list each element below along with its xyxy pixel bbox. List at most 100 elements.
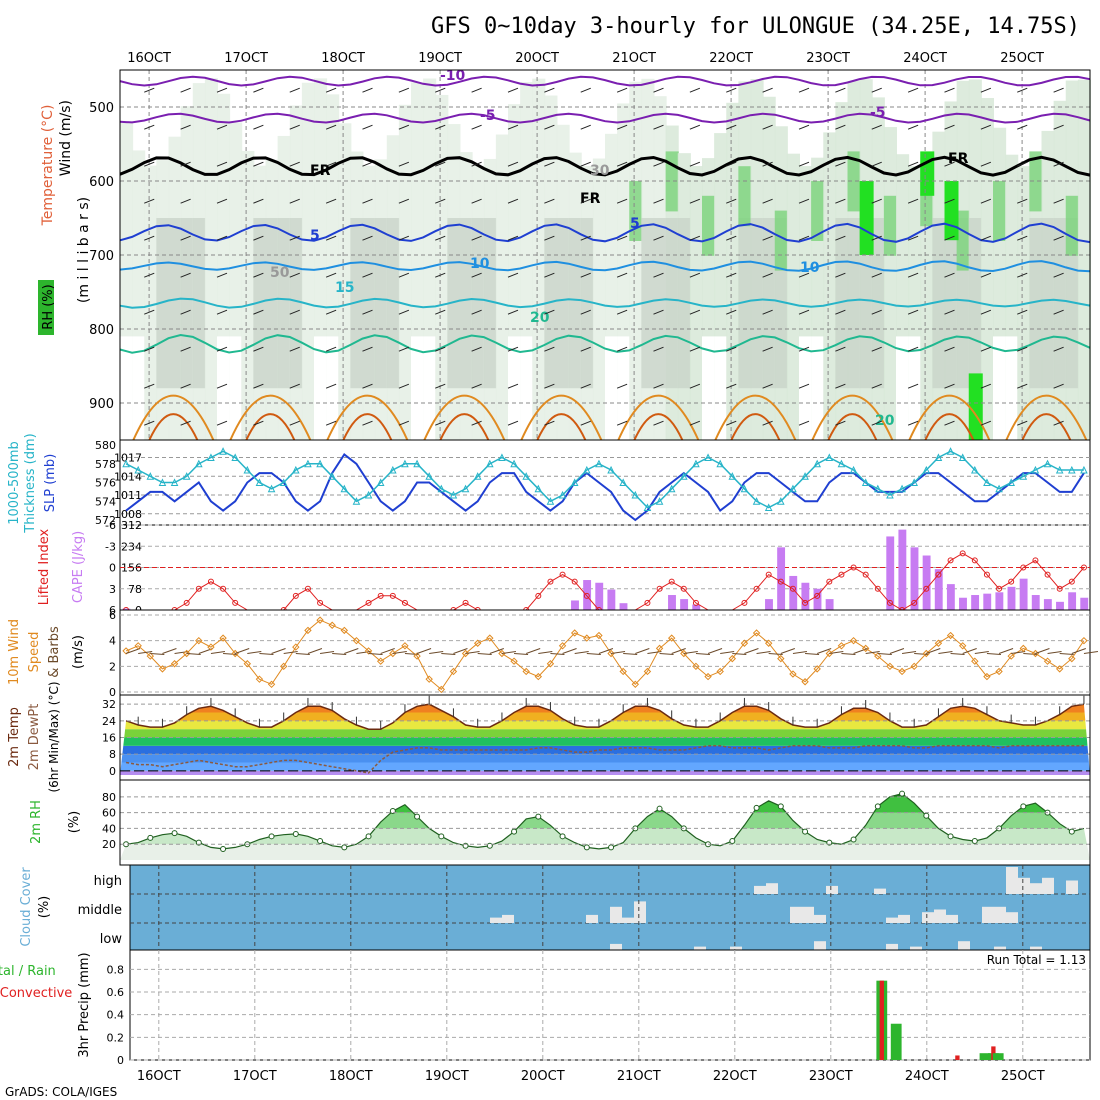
wind-marker xyxy=(352,636,361,645)
cape-bar xyxy=(1068,592,1077,610)
wind-barb xyxy=(653,161,664,167)
rh-marker xyxy=(268,833,275,840)
wind-marker xyxy=(255,675,264,683)
li-marker xyxy=(814,592,821,599)
wind-barb xyxy=(1047,651,1062,654)
warm-contour xyxy=(633,413,684,441)
wind-barb xyxy=(871,383,882,389)
slp-marker xyxy=(486,459,494,468)
wind-barb xyxy=(726,87,737,93)
li-marker xyxy=(850,564,857,571)
rh-shade xyxy=(144,165,158,441)
slp-marker xyxy=(716,459,724,468)
dry-column xyxy=(908,336,922,440)
slp-marker xyxy=(267,484,276,493)
rh-marker xyxy=(220,845,227,852)
dry-column xyxy=(520,336,534,440)
cape-bar xyxy=(983,593,992,610)
wind-marker xyxy=(971,657,979,665)
wind-barb xyxy=(216,161,228,167)
y-label-cloud: Cloud Cover xyxy=(19,867,34,947)
slp-tick: 1017 xyxy=(114,452,142,465)
rh-shade xyxy=(1029,151,1043,212)
li-marker xyxy=(220,585,227,592)
cloud-box xyxy=(898,914,910,923)
cloud-box xyxy=(802,906,814,923)
cape-bar xyxy=(765,599,773,610)
y-label-wind10: 10m Wind xyxy=(7,619,22,685)
cloud-box xyxy=(730,946,742,952)
wind-barb xyxy=(980,383,992,389)
slp-marker xyxy=(182,472,191,480)
wind-marker xyxy=(825,649,834,658)
wind-marker xyxy=(655,644,664,653)
wind-barb xyxy=(835,198,846,204)
wind-marker xyxy=(983,672,991,681)
slp-marker xyxy=(292,465,300,474)
slp-marker xyxy=(461,484,470,493)
wind-barb xyxy=(398,420,410,426)
cloud-box xyxy=(1018,877,1030,894)
contour-label: -5 xyxy=(870,105,886,121)
wind-barb xyxy=(253,309,264,315)
temp-band xyxy=(120,729,1090,738)
wind-barb xyxy=(835,346,846,352)
wind-barb xyxy=(325,87,337,93)
li-marker xyxy=(741,599,748,606)
wind-barb xyxy=(471,346,482,352)
y-label-temp: Temperature (°C) xyxy=(40,105,56,227)
rh-shade xyxy=(532,78,546,440)
cloud-box xyxy=(1066,880,1078,894)
wind-marker xyxy=(570,629,579,637)
li-marker xyxy=(656,585,663,592)
li-marker xyxy=(947,557,954,564)
rh-shade xyxy=(847,151,861,212)
y-label-thickness: 1000-500mb xyxy=(7,441,22,525)
dewpt-line xyxy=(125,745,1084,774)
bottom-date-label: 16OCT xyxy=(137,1069,181,1084)
contour-label: 20 xyxy=(530,310,550,326)
li-marker xyxy=(1044,571,1051,578)
cape-bar xyxy=(607,589,616,610)
slp-marker xyxy=(861,478,870,486)
contour-label: -5 xyxy=(480,108,496,124)
rh-shade xyxy=(168,218,182,389)
warm-contour xyxy=(714,394,797,441)
li-marker xyxy=(996,585,1003,592)
slp-marker xyxy=(801,472,809,480)
wind-marker xyxy=(898,667,906,676)
contour-label: 5 xyxy=(630,216,640,232)
li-marker xyxy=(377,592,384,599)
wind-barb xyxy=(689,346,701,352)
wind-barb xyxy=(980,198,992,204)
warm-contour xyxy=(908,394,991,441)
cape-bar xyxy=(886,536,895,610)
rh-shade xyxy=(544,218,558,389)
rh-shade xyxy=(811,181,825,241)
wind-barb xyxy=(507,309,519,315)
wind-barb xyxy=(835,124,846,130)
slp-marker xyxy=(134,465,142,474)
y-label-li: Lifted Index xyxy=(37,528,52,605)
wind-barb xyxy=(216,346,228,352)
wind-marker xyxy=(740,639,749,647)
dry-column xyxy=(617,336,631,440)
wind-barb xyxy=(580,124,591,130)
wind-barb xyxy=(253,420,264,426)
isotherm--10 xyxy=(119,75,1091,87)
contour-label: -10 xyxy=(440,68,466,84)
temp-band xyxy=(120,720,1090,730)
wind-barb xyxy=(253,198,264,204)
wind-barb xyxy=(289,198,300,204)
wind-barb xyxy=(616,420,628,426)
bottom-date-label: 24OCT xyxy=(905,1069,949,1084)
wind-marker xyxy=(946,631,955,640)
temp-panel: 0 8 16 24 32 2m Temp 2m DewPt (6hr Min/Max) (°C… xyxy=(7,681,1091,793)
wind-barb xyxy=(1011,651,1026,654)
dry-column xyxy=(326,336,340,440)
thickness-tick: 578 xyxy=(95,458,116,471)
bottom-date-label: 17OCT xyxy=(233,1069,277,1084)
wind-barb xyxy=(253,383,264,389)
wind-barb xyxy=(1023,653,1038,655)
wind-marker xyxy=(777,654,785,663)
